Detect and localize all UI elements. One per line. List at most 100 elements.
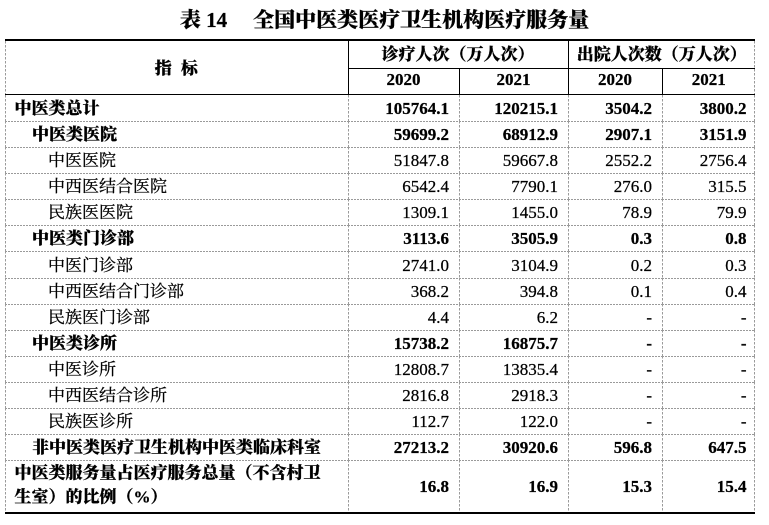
table-row: 中医类服务量占医疗服务总量（不含村卫生室）的比例（%） 16.8 16.9 15…: [5, 460, 755, 512]
cell-visits-2021: 59667.8: [459, 147, 568, 173]
cell-visits-2021: 16875.7: [459, 329, 568, 356]
row-label-text: 中医类总计: [14, 94, 100, 120]
row-label-text: 民族医诊所: [48, 408, 133, 433]
cell-discharges-2021: 647.5: [662, 434, 755, 460]
cell-discharges-2021: -: [662, 381, 755, 408]
cell-discharges-2020: 78.9: [568, 199, 662, 225]
cell-visits-2020: 2816.8: [348, 381, 459, 408]
cell-discharges-2020: 276.0: [568, 173, 662, 199]
row-label: 中西医结合医院: [5, 173, 348, 199]
cell-visits-2020: 16.8: [348, 460, 459, 512]
cell-discharges-2021: -: [662, 355, 755, 382]
row-label: 民族医医院: [5, 199, 348, 225]
cell-visits-2021: 394.8: [459, 277, 568, 304]
row-label-text: 中医类诊所: [32, 329, 117, 354]
table-row: 民族医诊所 112.7 122.0 - -: [5, 408, 755, 434]
cell-visits-2021: 3104.9: [459, 251, 568, 277]
cell-discharges-2021: 3800.2: [662, 94, 755, 121]
row-label: 中医诊所: [5, 355, 348, 382]
row-label: 中医类总计: [5, 94, 348, 121]
cell-discharges-2020: 2552.2: [568, 147, 662, 173]
cell-visits-2021: 30920.6: [459, 434, 568, 460]
header-year-discharges-2020: 2020: [567, 68, 663, 96]
cell-visits-2020: 3113.6: [348, 225, 459, 251]
row-label-text: 中西医结合诊所: [48, 381, 167, 406]
table-row: 中医类诊所 15738.2 16875.7 - -: [5, 329, 755, 356]
cell-visits-2020: 51847.8: [348, 147, 459, 173]
cell-visits-2021: 6.2: [459, 303, 568, 330]
cell-visits-2020: 105764.1: [348, 94, 459, 121]
table-row: 民族医门诊部 4.4 6.2 - -: [5, 303, 755, 330]
header-year-visits-2021: 2021: [458, 68, 569, 96]
row-label-text: 中医类服务量占医疗服务总量（不含村卫生室）的比例（%）: [14, 460, 321, 508]
cell-visits-2020: 4.4: [348, 303, 459, 330]
cell-visits-2021: 16.9: [459, 460, 568, 512]
statistics-table: 指 标 诊疗人次（万人次） 出院人次数（万人次） 2020 2021 2020 …: [5, 38, 755, 514]
cell-visits-2020: 112.7: [348, 408, 459, 434]
cell-discharges-2020: -: [568, 355, 662, 382]
cell-discharges-2021: 0.4: [662, 277, 755, 304]
cell-discharges-2020: -: [568, 329, 662, 356]
cell-visits-2021: 68912.9: [459, 120, 568, 147]
table-row: 中医诊所 12808.7 13835.4 - -: [5, 355, 755, 382]
cell-discharges-2021: 2756.4: [662, 147, 755, 173]
row-label-text: 中西医结合医院: [48, 173, 167, 198]
cell-discharges-2020: 596.8: [568, 434, 662, 460]
table-row: 中医门诊部 2741.0 3104.9 0.2 0.3: [5, 251, 755, 277]
cell-discharges-2021: -: [662, 303, 755, 330]
header-group-visits: 诊疗人次（万人次）: [347, 38, 569, 70]
cell-discharges-2021: 3151.9: [662, 120, 755, 147]
row-label-text: 民族医医院: [48, 199, 133, 224]
row-label: 中医类诊所: [5, 329, 348, 356]
cell-discharges-2021: 0.3: [662, 251, 755, 277]
cell-discharges-2020: 15.3: [568, 460, 662, 512]
table-title-text: 全国中医类医疗卫生机构医疗服务量: [253, 4, 590, 34]
cell-visits-2020: 2741.0: [348, 251, 459, 277]
header-year-visits-2020: 2020: [347, 68, 460, 96]
cell-visits-2021: 13835.4: [459, 355, 568, 382]
cell-discharges-2020: 3504.2: [568, 94, 662, 121]
header-group-discharges: 出院人次数（万人次）: [567, 38, 755, 70]
header-indicator: 指 标: [5, 38, 349, 96]
cell-discharges-2020: -: [568, 381, 662, 408]
cell-discharges-2020: -: [568, 303, 662, 330]
cell-visits-2020: 15738.2: [348, 329, 459, 356]
cell-visits-2020: 6542.4: [348, 173, 459, 199]
cell-discharges-2021: 315.5: [662, 173, 755, 199]
cell-visits-2021: 2918.3: [459, 381, 568, 408]
cell-discharges-2020: 2907.1: [568, 120, 662, 147]
cell-discharges-2021: 0.8: [662, 225, 755, 251]
row-label-text: 非中医类医疗卫生机构中医类临床科室: [32, 434, 321, 459]
header-year-row: 2020 2021 2020 2021: [5, 68, 755, 96]
row-label-text: 中医门诊部: [48, 251, 133, 276]
table-body: 中医类总计 105764.1 120215.1 3504.2 3800.2 中医…: [5, 94, 755, 513]
cell-visits-2020: 12808.7: [348, 355, 459, 382]
cell-visits-2021: 122.0: [459, 408, 568, 434]
table-header: 指 标 诊疗人次（万人次） 出院人次数（万人次） 2020 2021 2020 …: [5, 38, 755, 96]
table-row: 非中医类医疗卫生机构中医类临床科室 27213.2 30920.6 596.8 …: [5, 434, 755, 460]
table-row: 中医类医院 59699.2 68912.9 2907.1 3151.9: [5, 120, 755, 147]
cell-visits-2021: 3505.9: [459, 225, 568, 251]
table-row: 中西医结合医院 6542.4 7790.1 276.0 315.5: [5, 173, 755, 199]
cell-discharges-2020: 0.2: [568, 251, 662, 277]
cell-visits-2020: 1309.1: [348, 199, 459, 225]
cell-visits-2020: 59699.2: [348, 120, 459, 147]
row-label-text: 中医诊所: [48, 355, 116, 380]
table-row: 中医类总计 105764.1 120215.1 3504.2 3800.2: [5, 94, 755, 121]
row-label: 中医类门诊部: [5, 225, 348, 251]
row-label: 中医医院: [5, 147, 348, 173]
row-label-text: 中医类门诊部: [32, 225, 134, 250]
cell-visits-2020: 27213.2: [348, 434, 459, 460]
row-label: 中西医结合诊所: [5, 381, 348, 408]
row-label: 民族医门诊部: [5, 303, 348, 330]
row-label: 民族医诊所: [5, 408, 348, 434]
table-row: 中西医结合门诊部 368.2 394.8 0.1 0.4: [5, 277, 755, 304]
table-row: 中西医结合诊所 2816.8 2918.3 - -: [5, 381, 755, 408]
cell-discharges-2021: 79.9: [662, 199, 755, 225]
table-row: 民族医医院 1309.1 1455.0 78.9 79.9: [5, 199, 755, 225]
table-row: 中医医院 51847.8 59667.8 2552.2 2756.4: [5, 147, 755, 173]
cell-discharges-2020: 0.1: [568, 277, 662, 304]
row-label: 中医类医院: [5, 120, 348, 147]
table-title: 表 14 全国中医类医疗卫生机构医疗服务量: [0, 4, 769, 34]
